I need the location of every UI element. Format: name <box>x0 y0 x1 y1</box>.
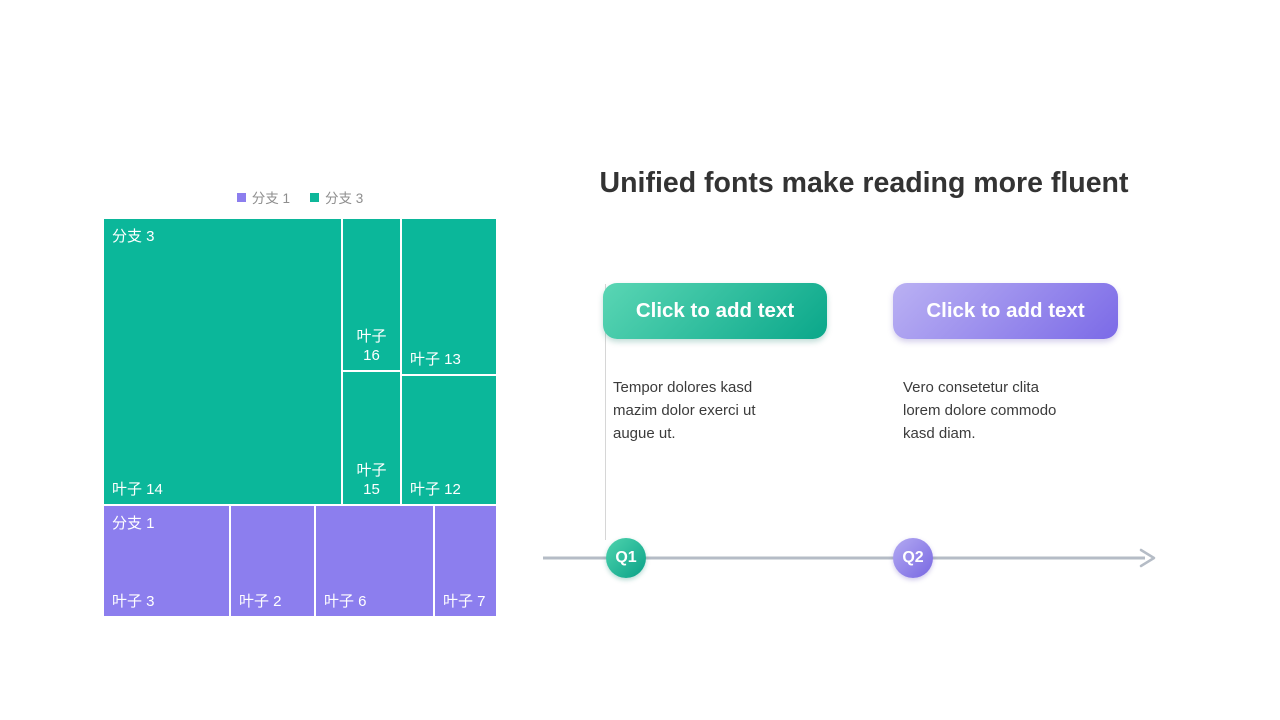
timeline-connector-line <box>605 284 606 540</box>
legend-item-branch1[interactable]: 分支 1 <box>236 187 290 207</box>
placeholder-text-2: Vero consetetur clita lorem dolore commo… <box>903 379 1057 442</box>
treemap-cell-leaf13[interactable]: 叶子 13 <box>402 219 496 374</box>
treemap-leaf-label: 叶子 15 <box>356 462 387 498</box>
legend-swatch-purple-icon <box>236 192 246 202</box>
timeline-marker-q1[interactable]: Q1 <box>606 538 646 578</box>
treemap-leaf-label: 叶子 13 <box>410 351 461 368</box>
treemap-cell-leaf3[interactable]: 分支 1 叶子 3 <box>104 506 229 616</box>
legend-label: 分支 1 <box>251 191 290 206</box>
treemap-leaf-label: 叶子 2 <box>239 593 282 610</box>
treemap-cell-leaf2[interactable]: 叶子 2 <box>231 506 314 616</box>
legend-label: 分支 3 <box>325 191 364 206</box>
treemap-leaf-label: 叶子 16 <box>356 328 387 364</box>
treemap-leaf-label: 叶子 3 <box>112 593 155 610</box>
treemap-cell-leaf14[interactable]: 分支 3 叶子 14 <box>104 219 341 504</box>
treemap-cell-leaf6[interactable]: 叶子 6 <box>316 506 433 616</box>
treemap-leaf-label: 叶子 14 <box>112 481 163 498</box>
treemap-leaf-label: 叶子 6 <box>324 593 367 610</box>
treemap-leaf-label: 叶子 12 <box>410 481 461 498</box>
add-text-button-1[interactable]: Click to add text <box>603 283 827 339</box>
treemap-cell-leaf15[interactable]: 叶子 15 <box>343 372 400 504</box>
treemap-branch-label: 分支 3 <box>112 228 155 245</box>
legend-item-branch3[interactable]: 分支 3 <box>310 187 363 207</box>
treemap-leaf-label: 叶子 7 <box>443 593 486 610</box>
timeline-marker-q2[interactable]: Q2 <box>893 538 933 578</box>
treemap-cell-leaf7[interactable]: 叶子 7 <box>435 506 496 616</box>
treemap-cell-leaf16[interactable]: 叶子 16 <box>343 219 400 370</box>
treemap-chart: 分支 3 叶子 14 叶子 16 叶子 15 叶子 13 叶子 12 分支 1 … <box>104 219 496 616</box>
legend-swatch-teal-icon <box>310 192 319 202</box>
placeholder-text-1: Tempor dolores kasd mazim dolor exerci u… <box>613 379 756 442</box>
treemap-cell-leaf12[interactable]: 叶子 12 <box>402 376 496 504</box>
add-text-button-2[interactable]: Click to add text <box>893 283 1118 339</box>
treemap-branch-label: 分支 1 <box>112 515 155 532</box>
chart-legend: 分支 1 分支 3 <box>104 187 496 207</box>
page-title: Unified fonts make reading more fluent <box>599 167 1129 199</box>
